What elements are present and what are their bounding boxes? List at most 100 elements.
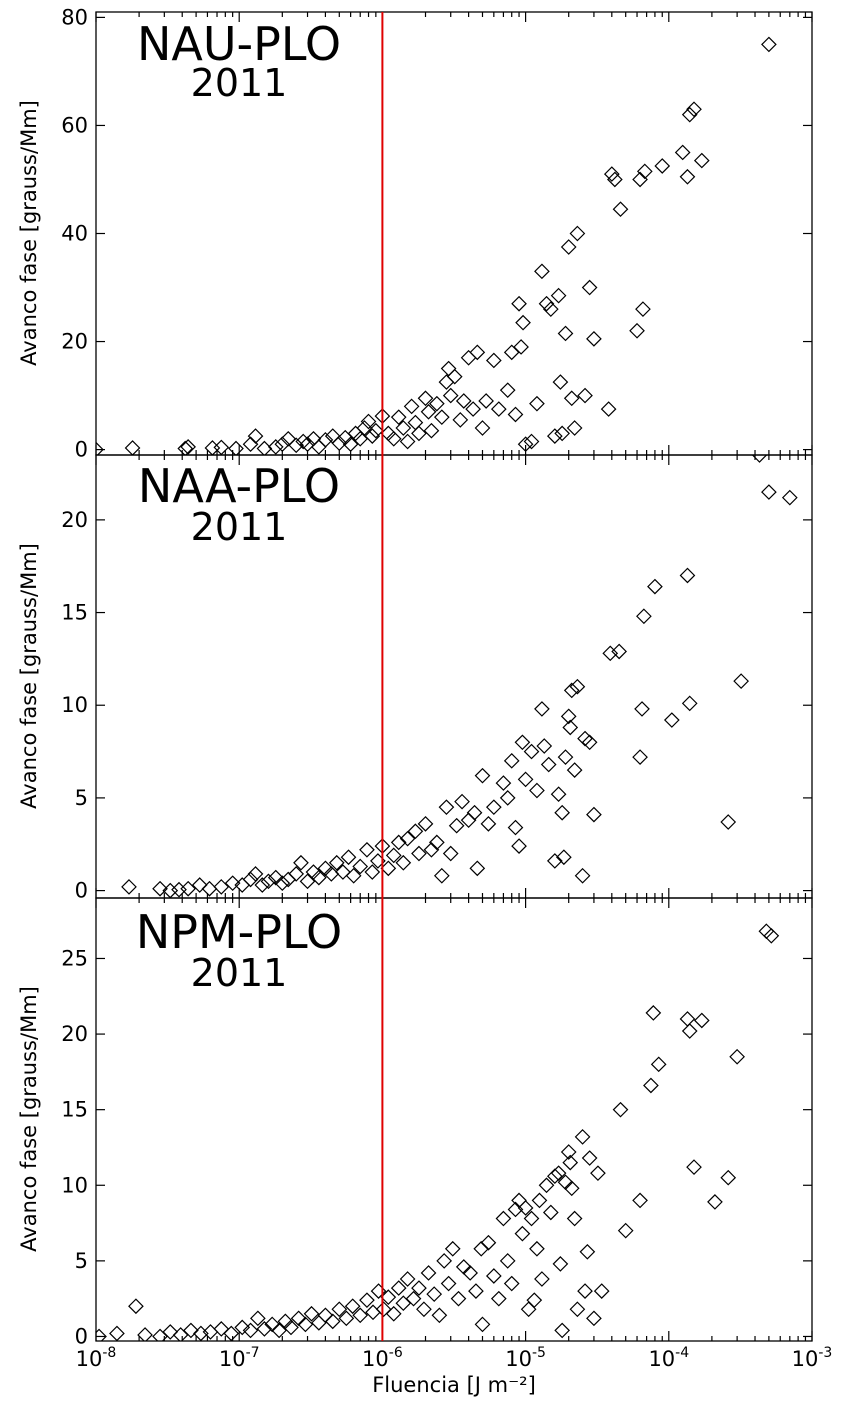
- npm-plo-point: [550, 1165, 567, 1182]
- naa-plo-point: [503, 752, 520, 769]
- naa-plo-point: [340, 849, 357, 866]
- nau-plo-point: [534, 263, 550, 280]
- naa-plo-point: [602, 645, 619, 662]
- naa-plo-points: [121, 455, 798, 898]
- x-axis-label: Fluencia [J m⁻²]: [372, 1373, 536, 1397]
- npm-plo-point: [109, 1325, 125, 1341]
- nau-plo-point: [411, 425, 427, 442]
- npm-plo-point: [431, 1307, 448, 1324]
- naa-plo-year: 2011: [191, 505, 288, 549]
- naa-plo-point: [523, 743, 540, 760]
- naa-plo-point: [254, 877, 271, 893]
- npm-plo-point: [468, 1283, 484, 1299]
- x-tick-label-base: 10: [76, 1347, 103, 1371]
- naa-plo-y-tick-label: 15: [61, 601, 88, 625]
- npm-plo-point: [375, 1301, 392, 1318]
- naa-plo-point: [454, 793, 470, 810]
- nau-plo-point: [629, 322, 645, 339]
- nau-plo-point: [542, 301, 559, 317]
- nau-plo-point: [385, 430, 402, 447]
- naa-plo-y-axis: 0 5 10 15 20: [61, 455, 813, 903]
- naa-plo-point: [260, 873, 277, 890]
- naa-plo-point: [224, 875, 241, 892]
- naa-plo-point: [529, 782, 545, 799]
- npm-plo-point: [331, 1301, 348, 1318]
- x-tick-label-base: 10: [792, 1347, 819, 1371]
- npm-plo-y-tick-label: 0: [75, 1324, 88, 1348]
- npm-plo-y-tick-label: 20: [61, 1022, 88, 1046]
- npm-plo-point: [256, 1321, 273, 1337]
- naa-plo-point: [560, 708, 577, 725]
- npm-plo-point: [162, 1324, 179, 1340]
- panel-naa-plo: 0 5 10 15 20 NAA-PLO 2011 Avanco fase [graus…: [17, 454, 813, 903]
- naa-plo-point: [569, 678, 586, 695]
- naa-plo-point: [466, 804, 483, 821]
- nau-plo-point: [546, 428, 563, 444]
- nau-plo-point: [403, 398, 420, 415]
- npm-plo-point: [426, 1286, 443, 1302]
- naa-plo-point: [647, 578, 663, 595]
- npm-plo-point: [569, 1301, 586, 1318]
- naa-plo-point: [517, 771, 534, 788]
- nau-plo-point: [499, 382, 516, 399]
- npm-plo-point: [686, 1159, 702, 1175]
- nau-plo-y-axis: 0 20 40 60 80: [61, 5, 813, 462]
- npm-plo-point: [693, 1012, 710, 1029]
- naa-plo-point: [499, 790, 516, 806]
- npm-plo-y-axis: 0 5 10 15 20 25: [61, 898, 813, 1348]
- nau-plo-point: [465, 401, 481, 417]
- npm-plo-point: [681, 1023, 698, 1039]
- naa-plo-point: [247, 866, 264, 882]
- npm-plo-point: [495, 1210, 512, 1227]
- npm-plo-point: [137, 1327, 153, 1341]
- nau-plo-point: [280, 430, 297, 447]
- npm-plo-point: [707, 1194, 723, 1210]
- nau-plo-points: [96, 36, 777, 455]
- npm-plo-point: [338, 1310, 355, 1327]
- nau-plo-point: [380, 425, 397, 442]
- npm-plo-point: [562, 1154, 579, 1171]
- npm-plo-point: [242, 1322, 259, 1339]
- npm-plo-point: [390, 1280, 407, 1296]
- npm-plo-point: [577, 1283, 593, 1299]
- nau-plo-point: [693, 152, 710, 169]
- npm-plo-point: [359, 1292, 375, 1309]
- npm-plo-point: [303, 1305, 320, 1322]
- npm-plo-plot-frame: [95, 897, 813, 1342]
- npm-plo-point: [250, 1310, 266, 1327]
- naa-plo-point: [352, 858, 369, 875]
- nau-plo-point: [686, 101, 702, 118]
- nau-plo-point: [356, 420, 373, 436]
- x-tick-label-exponent: -7: [246, 1345, 260, 1361]
- nau-plo-point: [550, 287, 567, 304]
- naa-plo-point: [586, 806, 602, 823]
- npm-plo-point: [385, 1305, 402, 1322]
- naa-plo-y-axis-label: Avanco fase [grauss/Mm]: [17, 543, 41, 809]
- npm-plo-point: [617, 1222, 634, 1239]
- npm-plo-point: [264, 1316, 281, 1333]
- nau-plo-point: [417, 390, 434, 407]
- naa-plo-point: [611, 643, 627, 660]
- x-tick-label: 10-4: [648, 1345, 689, 1371]
- naa-plo-point: [557, 749, 574, 765]
- nau-plo-point: [213, 439, 230, 455]
- nau-plo-point: [311, 439, 327, 455]
- nau-plo-point: [364, 428, 381, 444]
- npm-plo-point: [399, 1271, 416, 1287]
- npm-plo-point: [581, 1150, 598, 1166]
- naa-plo-point: [495, 775, 512, 791]
- naa-plo-point: [288, 866, 305, 882]
- naa-plo-point: [399, 830, 416, 847]
- nau-plo-point: [538, 295, 555, 312]
- npm-plo-point: [514, 1225, 531, 1242]
- naa-plo-point: [632, 749, 648, 765]
- naa-plo-point: [180, 880, 196, 897]
- npm-plo-y-tick-label: 10: [61, 1173, 88, 1197]
- nau-plo-point: [367, 422, 384, 439]
- naa-plo-point: [433, 867, 450, 884]
- nau-plo-point: [440, 360, 457, 377]
- npm-plo-point: [534, 1271, 550, 1287]
- naa-plo-point: [390, 834, 407, 851]
- nau-plo-point: [180, 439, 196, 455]
